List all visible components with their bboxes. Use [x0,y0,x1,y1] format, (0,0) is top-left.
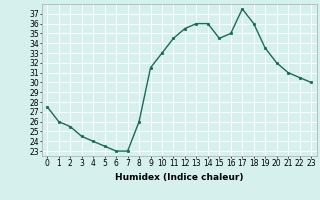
X-axis label: Humidex (Indice chaleur): Humidex (Indice chaleur) [115,173,244,182]
